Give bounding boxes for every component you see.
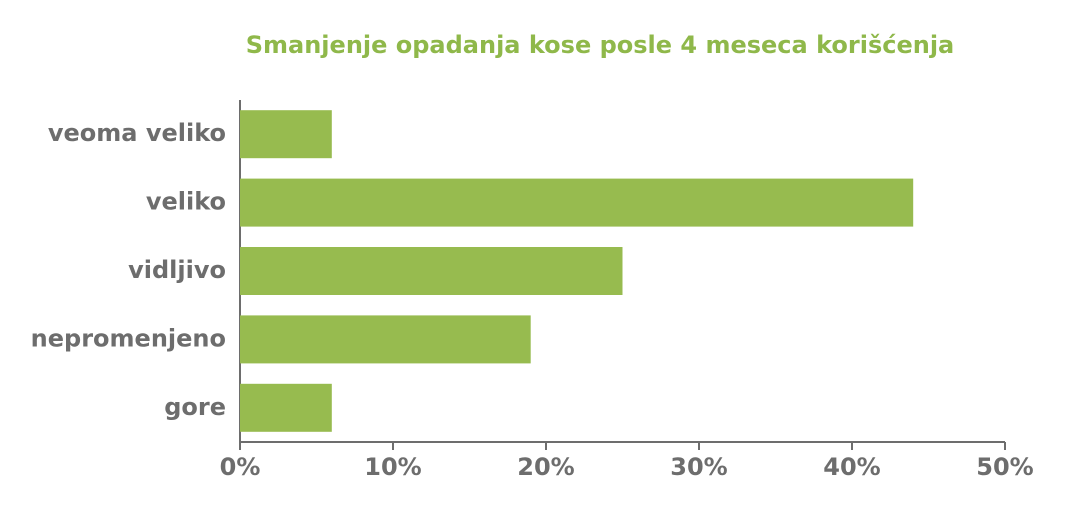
y-tick-label: vidljivo [128, 256, 226, 284]
y-tick-label: veoma veliko [48, 119, 226, 147]
bar [240, 247, 623, 295]
x-tick-label: 0% [220, 453, 261, 481]
bar [240, 110, 332, 159]
y-tick-label: nepromenjeno [31, 324, 226, 352]
bar [240, 178, 914, 227]
y-tick-label: gore [164, 393, 226, 421]
y-tick-label: veliko [146, 188, 226, 216]
x-tick-label: 20% [517, 453, 574, 481]
x-tick-label: 10% [364, 453, 421, 481]
bar [240, 315, 531, 364]
bar [240, 383, 332, 432]
x-tick-label: 30% [670, 453, 727, 481]
x-tick-label: 40% [823, 453, 880, 481]
x-tick-label: 50% [976, 453, 1033, 481]
chart-title: Smanjenje opadanja kose posle 4 meseca k… [246, 31, 955, 59]
